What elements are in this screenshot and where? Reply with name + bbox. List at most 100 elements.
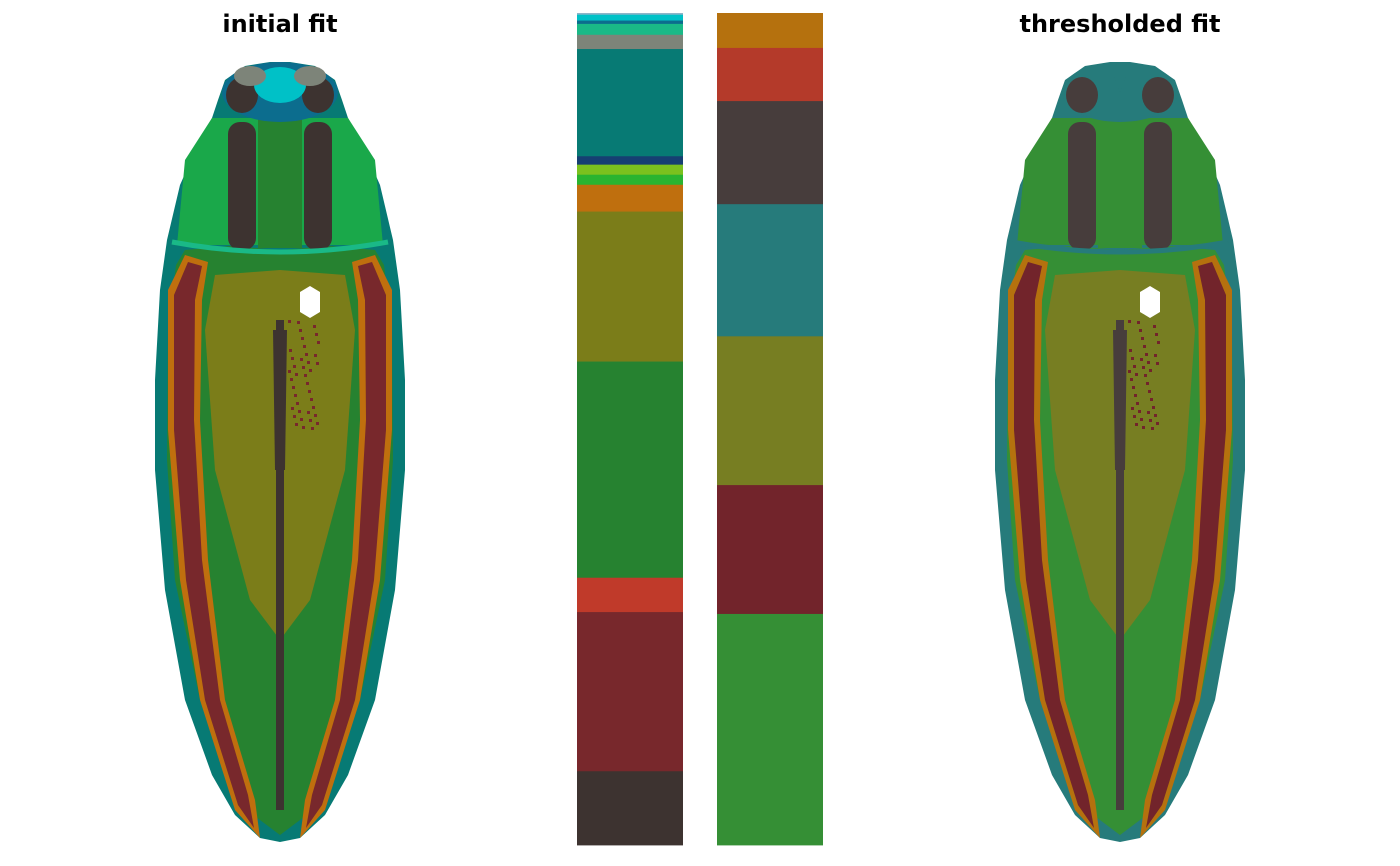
initial-fit-beetle-speckle xyxy=(307,361,310,364)
initial-fit-beetle-head-grey-left xyxy=(234,66,266,86)
initial-fit-beetle-pronotum-spot-left xyxy=(228,122,256,250)
initial-fit-beetle-speckle xyxy=(313,325,316,328)
thresholded-fit-beetle-suture xyxy=(1116,320,1124,810)
initial-fit-beetle-speckle xyxy=(291,407,294,410)
thresholded-palette-bar-segment xyxy=(717,13,823,49)
thresholded-fit-beetle-speckle xyxy=(1154,354,1157,357)
thresholded-palette-bar-segment xyxy=(717,485,823,615)
thresholded-fit-beetle-speckle xyxy=(1147,361,1150,364)
thresholded-fit-beetle-pronotum-center xyxy=(1098,118,1142,248)
initial-fit-beetle-speckle xyxy=(306,382,309,385)
initial-fit-beetle-head-grey-right xyxy=(294,66,326,86)
thresholded-fit-beetle-eye-right xyxy=(1142,77,1174,113)
thresholded-fit-beetle-suture-top xyxy=(1113,330,1127,470)
thresholded-fit-beetle-speckle xyxy=(1156,362,1159,365)
thresholded-fit-beetle-speckle xyxy=(1142,426,1145,429)
initial-fit-beetle-speckle xyxy=(317,341,320,344)
initial-fit-beetle-speckle xyxy=(290,378,293,381)
thresholded-palette-bar xyxy=(717,13,823,846)
initial-fit-beetle-speckle xyxy=(301,337,304,340)
initial-fit-beetle-speckle xyxy=(311,427,314,430)
initial-fit-beetle-speckle xyxy=(297,321,300,324)
thresholded-fit-beetle-head-notch xyxy=(1112,70,1128,92)
thresholded-fit-beetle-speckle xyxy=(1153,325,1156,328)
initial-fit-beetle-speckle xyxy=(288,320,291,323)
thresholded-fit-beetle-speckle xyxy=(1145,353,1148,356)
initial-fit-beetle-speckle xyxy=(316,422,319,425)
thresholded-fit-beetle-speckle xyxy=(1142,366,1145,369)
thresholded-fit-beetle-speckle xyxy=(1152,406,1155,409)
initial-palette-bar-segment xyxy=(577,174,683,186)
thresholded-fit-beetle xyxy=(995,62,1245,842)
initial-fit-beetle-speckle xyxy=(312,406,315,409)
initial-fit-beetle-suture-top xyxy=(273,330,287,470)
thresholded-fit-beetle-speckle xyxy=(1157,341,1160,344)
thresholded-fit-beetle-pronotum-spot-left xyxy=(1068,122,1096,250)
thresholded-fit-beetle-speckle xyxy=(1151,427,1154,430)
thresholded-fit-beetle-speckle xyxy=(1149,369,1152,372)
initial-palette-bar-segment xyxy=(577,14,683,21)
initial-fit-beetle-speckle xyxy=(292,386,295,389)
initial-palette-bar-segment xyxy=(577,164,683,176)
initial-fit-beetle-speckle xyxy=(298,410,301,413)
initial-fit-beetle-seam xyxy=(171,239,389,255)
thresholded-fit-beetle-speckle xyxy=(1141,337,1144,340)
initial-fit-beetle-speckle xyxy=(316,362,319,365)
initial-palette-bar-segment xyxy=(577,577,683,613)
initial-fit-beetle-speckle xyxy=(310,398,313,401)
initial-fit-title: initial fit xyxy=(222,10,338,38)
thresholded-fit-beetle-speckle xyxy=(1128,320,1131,323)
thresholded-palette-bar-segment xyxy=(717,336,823,486)
thresholded-fit-beetle-speckle xyxy=(1135,423,1138,426)
thresholded-fit-beetle-speckle xyxy=(1129,349,1132,352)
initial-fit-beetle-speckle xyxy=(307,411,310,414)
thresholded-fit-beetle-speckle xyxy=(1144,374,1147,377)
thresholded-fit-beetle-speckle xyxy=(1140,418,1143,421)
initial-palette-bar-segment xyxy=(577,34,683,50)
thresholded-palette-bar-segment xyxy=(717,101,823,205)
thresholded-fit-title: thresholded fit xyxy=(1019,10,1221,38)
thresholded-fit-beetle-speckle xyxy=(1131,357,1134,360)
thresholded-fit-beetle-speckle xyxy=(1128,370,1131,373)
initial-fit-beetle-speckle xyxy=(302,426,305,429)
initial-fit-beetle-speckle xyxy=(308,390,311,393)
thresholded-fit-beetle-speckle xyxy=(1149,419,1152,422)
initial-fit-beetle-speckle xyxy=(314,354,317,357)
thresholded-fit-beetle-speckle xyxy=(1137,321,1140,324)
thresholded-fit-beetle-speckle xyxy=(1156,422,1159,425)
thresholded-fit-beetle-speckle xyxy=(1147,411,1150,414)
thresholded-fit-beetle-speckle xyxy=(1155,333,1158,336)
initial-fit-beetle-speckle xyxy=(288,370,291,373)
initial-palette-bar-segment xyxy=(577,20,683,25)
thresholded-fit-beetle-speckle xyxy=(1148,390,1151,393)
thresholded-fit-beetle-speckle xyxy=(1131,407,1134,410)
thresholded-fit-beetle-speckle xyxy=(1140,358,1143,361)
thresholded-palette-bar-segment xyxy=(717,204,823,337)
initial-fit-beetle-specimen-hole xyxy=(300,286,320,318)
initial-fit-beetle-speckle xyxy=(295,373,298,376)
initial-fit-beetle-speckle xyxy=(300,418,303,421)
initial-fit-beetle-suture xyxy=(276,320,284,810)
thresholded-fit-beetle-red-stripe xyxy=(1014,262,1094,828)
thresholded-fit-beetle-speckle xyxy=(1150,398,1153,401)
initial-palette-bar-segment xyxy=(577,361,683,579)
initial-palette-bar-segment xyxy=(577,13,683,16)
initial-palette-bar-segment xyxy=(577,211,683,362)
initial-palette-bar xyxy=(577,13,683,846)
initial-fit-beetle-speckle xyxy=(309,369,312,372)
initial-palette-bar-segment xyxy=(577,49,683,157)
initial-fit-beetle-speckle xyxy=(315,333,318,336)
initial-fit-beetle-red-stripe xyxy=(306,262,386,828)
initial-fit-beetle-head-highlight xyxy=(254,67,306,103)
initial-fit-beetle-speckle xyxy=(293,365,296,368)
initial-palette-bar-segment xyxy=(577,156,683,166)
thresholded-palette-bar-segment xyxy=(717,47,823,102)
thresholded-fit-beetle-seam xyxy=(1011,239,1229,255)
thresholded-fit-beetle-speckle xyxy=(1146,382,1149,385)
initial-fit-beetle-speckle xyxy=(302,366,305,369)
initial-palette-bar-segment xyxy=(577,184,683,212)
initial-fit-beetle xyxy=(155,62,405,842)
thresholded-fit-beetle-speckle xyxy=(1139,329,1142,332)
initial-fit-beetle-speckle xyxy=(293,415,296,418)
